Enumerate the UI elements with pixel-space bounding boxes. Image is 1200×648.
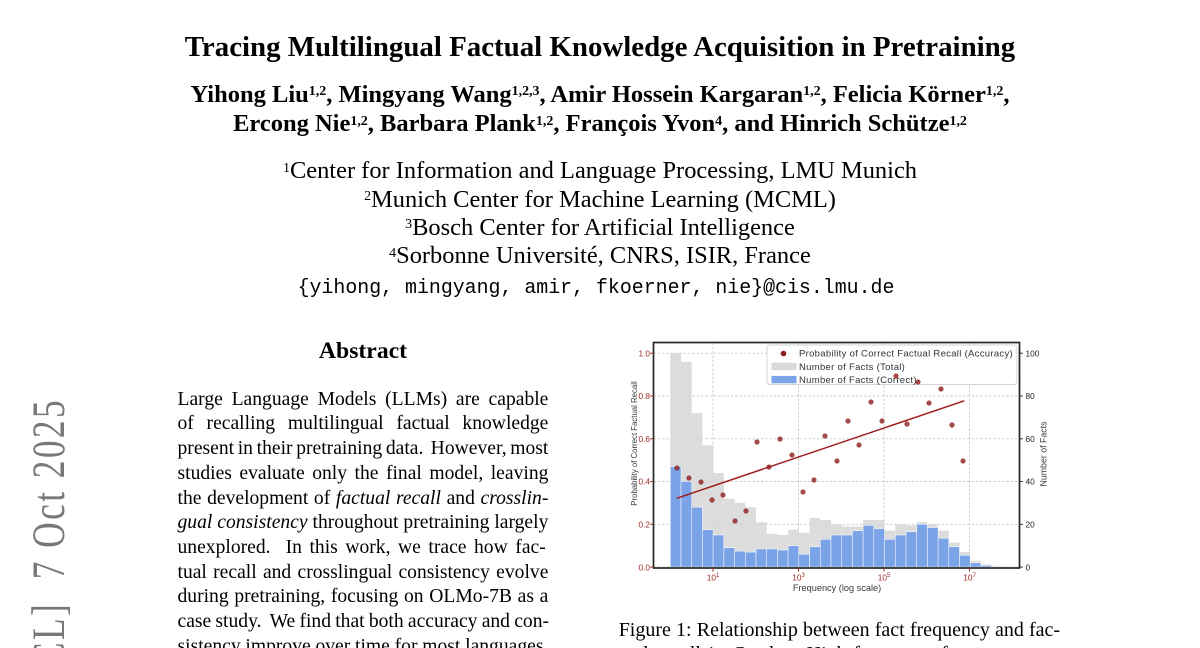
svg-text:Probability of Correct Factual: Probability of Correct Factual Recall (A… [799, 349, 1013, 360]
svg-text:Number of Facts: Number of Facts [1039, 421, 1049, 487]
svg-text:80: 80 [1026, 391, 1036, 401]
svg-text:Probability of Correct Factual: Probability of Correct Factual Recall [630, 381, 639, 506]
svg-text:Frequency (log scale): Frequency (log scale) [793, 583, 881, 593]
svg-text:0: 0 [1026, 562, 1031, 572]
svg-text:1.0: 1.0 [638, 348, 650, 358]
svg-text:101: 101 [707, 573, 720, 583]
svg-text:Number of Facts (Total): Number of Facts (Total) [799, 362, 905, 373]
svg-text:100: 100 [1026, 348, 1040, 358]
svg-text:105: 105 [878, 573, 891, 583]
svg-text:103: 103 [792, 573, 805, 583]
svg-text:0.6: 0.6 [638, 434, 650, 444]
svg-text:107: 107 [963, 573, 976, 583]
svg-text:0.0: 0.0 [638, 562, 650, 572]
svg-text:20: 20 [1026, 520, 1036, 530]
svg-text:0.2: 0.2 [638, 520, 650, 530]
svg-text:40: 40 [1026, 477, 1036, 487]
svg-text:0.4: 0.4 [638, 477, 650, 487]
svg-text:60: 60 [1026, 434, 1036, 444]
svg-text:0.8: 0.8 [638, 391, 650, 401]
svg-text:Number of Facts (Correct): Number of Facts (Correct) [799, 375, 917, 386]
